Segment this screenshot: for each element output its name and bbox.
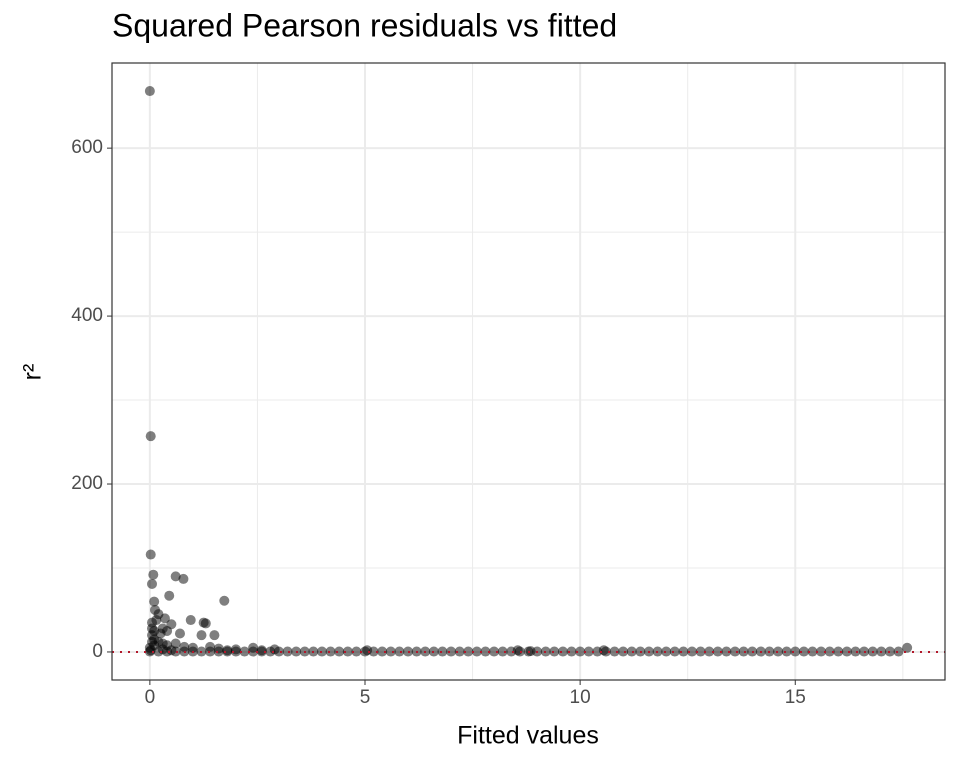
- point: [841, 646, 852, 657]
- point: [334, 646, 345, 657]
- point: [618, 646, 629, 657]
- point: [480, 646, 491, 657]
- x-tick-label: 15: [785, 687, 806, 708]
- x-tick-label: 10: [570, 687, 591, 708]
- y-tick-label: 600: [71, 137, 103, 158]
- point: [600, 646, 611, 657]
- point: [575, 646, 586, 657]
- point: [205, 646, 216, 657]
- point: [609, 646, 620, 657]
- point: [394, 646, 405, 657]
- point: [446, 646, 457, 657]
- point: [153, 646, 164, 657]
- point: [781, 646, 792, 657]
- point: [230, 646, 241, 657]
- point: [687, 646, 698, 657]
- point: [730, 646, 741, 657]
- point: [489, 646, 500, 657]
- point: [712, 646, 723, 657]
- point: [164, 590, 175, 601]
- y-axis-title: r²: [19, 364, 47, 381]
- point: [824, 646, 835, 657]
- point: [222, 646, 233, 657]
- point: [162, 646, 173, 657]
- point: [178, 573, 189, 584]
- chart-title: Squared Pearson residuals vs fitted: [112, 7, 617, 43]
- point: [170, 646, 181, 657]
- point: [282, 646, 293, 657]
- point: [149, 625, 160, 636]
- point: [463, 646, 474, 657]
- point: [721, 646, 732, 657]
- point: [368, 646, 379, 657]
- point: [695, 646, 706, 657]
- point: [213, 646, 224, 657]
- point: [893, 646, 904, 657]
- point: [265, 646, 276, 657]
- point: [549, 646, 560, 657]
- point: [816, 646, 827, 657]
- plot-background: [112, 63, 945, 680]
- point: [144, 646, 155, 657]
- point: [145, 549, 156, 560]
- point: [704, 646, 715, 657]
- point: [583, 646, 594, 657]
- point: [738, 646, 749, 657]
- point: [661, 646, 672, 657]
- plot-border: [111, 62, 946, 681]
- point: [626, 646, 637, 657]
- point: [248, 646, 259, 657]
- point: [144, 86, 155, 97]
- point: [566, 646, 577, 657]
- point: [325, 646, 336, 657]
- point: [148, 569, 159, 580]
- point: [833, 646, 844, 657]
- point: [342, 646, 353, 657]
- point: [256, 646, 267, 657]
- point: [170, 571, 181, 582]
- point: [145, 431, 156, 442]
- point: [239, 646, 250, 657]
- point: [273, 646, 284, 657]
- point: [557, 646, 568, 657]
- x-tick-label: 5: [360, 687, 371, 708]
- y-tick-label: 0: [92, 641, 103, 662]
- point: [359, 646, 370, 657]
- point: [592, 646, 603, 657]
- point: [471, 646, 482, 657]
- x-tick-label: 0: [145, 687, 156, 708]
- point: [790, 646, 801, 657]
- point: [902, 642, 913, 653]
- point: [807, 646, 818, 657]
- point: [149, 596, 160, 607]
- point: [174, 628, 185, 639]
- point: [678, 646, 689, 657]
- point: [159, 613, 170, 624]
- point: [437, 646, 448, 657]
- point: [506, 646, 517, 657]
- point: [185, 615, 196, 626]
- point: [454, 646, 465, 657]
- point: [147, 578, 158, 589]
- x-axis-title: Fitted values: [457, 722, 599, 750]
- point: [850, 646, 861, 657]
- point: [209, 630, 220, 641]
- y-tick-label: 200: [71, 473, 103, 494]
- point: [798, 646, 809, 657]
- point: [351, 646, 362, 657]
- point: [377, 646, 388, 657]
- point: [200, 618, 211, 629]
- point: [669, 646, 680, 657]
- point: [773, 646, 784, 657]
- point: [497, 646, 508, 657]
- point: [385, 646, 396, 657]
- point: [196, 630, 207, 641]
- y-tick-label: 400: [71, 305, 103, 326]
- point: [514, 646, 525, 657]
- point: [219, 595, 230, 606]
